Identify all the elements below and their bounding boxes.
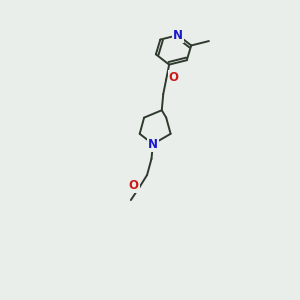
Text: N: N bbox=[148, 138, 158, 151]
Text: O: O bbox=[129, 179, 139, 192]
Text: N: N bbox=[173, 29, 183, 42]
Text: O: O bbox=[169, 71, 178, 84]
